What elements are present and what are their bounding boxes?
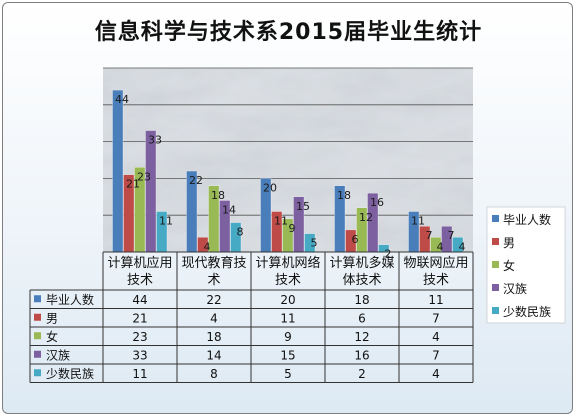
table-row-key — [34, 295, 41, 303]
table-row-label: 毕业人数 — [46, 292, 94, 307]
data-label: 20 — [263, 181, 277, 194]
table-cell: 11 — [132, 367, 147, 381]
table-cell: 9 — [284, 330, 292, 344]
data-label: 9 — [289, 222, 296, 235]
data-label: 12 — [359, 211, 373, 224]
bar — [112, 89, 124, 253]
table-row-label: 男 — [46, 311, 58, 325]
table-header-label: 技术 — [275, 273, 301, 288]
data-label: 23 — [137, 170, 151, 183]
table-cell: 14 — [206, 348, 221, 362]
table-cell: 7 — [432, 311, 440, 325]
legend-entry: 汉族 — [503, 282, 527, 296]
data-label: 33 — [148, 134, 162, 147]
legend-key — [492, 307, 499, 314]
table-row-label: 少数民族 — [46, 366, 94, 381]
data-label: 4 — [437, 240, 444, 253]
table-row-label: 汉族 — [46, 348, 70, 362]
table-row-key — [34, 313, 41, 321]
table-header-label: 技术 — [127, 273, 153, 288]
table-cell: 18 — [354, 293, 369, 307]
table-header-label: 现代教育技 — [181, 255, 246, 271]
table-cell: 4 — [432, 330, 440, 344]
table-cell: 2 — [358, 367, 366, 381]
legend-entry: 毕业人数 — [503, 212, 551, 227]
data-label: 14 — [222, 203, 236, 216]
legend-key — [492, 238, 499, 245]
table-header-label: 计算机多媒 — [329, 255, 394, 271]
table-cell: 21 — [132, 311, 147, 325]
table-cell: 18 — [206, 330, 221, 344]
table-cell: 22 — [206, 293, 221, 307]
table-header-label: 计算机应用 — [107, 255, 172, 271]
data-label: 21 — [126, 178, 140, 191]
table-cell: 33 — [132, 348, 147, 362]
data-label: 11 — [411, 215, 425, 228]
legend-key — [492, 215, 499, 222]
data-label: 18 — [337, 189, 351, 202]
data-label: 2 — [385, 248, 392, 261]
table-header-label: 物联网应用 — [403, 255, 468, 271]
data-label: 44 — [115, 93, 129, 106]
data-label: 7 — [426, 229, 433, 242]
table-cell: 6 — [358, 311, 366, 325]
data-label: 7 — [448, 229, 455, 242]
data-label: 11 — [159, 215, 173, 228]
table-cell: 12 — [354, 330, 369, 344]
table-cell: 7 — [432, 348, 440, 362]
table-header-label: 术 — [207, 273, 220, 288]
data-label: 16 — [370, 196, 384, 209]
table-cell: 16 — [354, 348, 369, 362]
table-cell: 4 — [432, 367, 440, 381]
table-row-key — [34, 332, 41, 340]
table-cell: 23 — [132, 330, 147, 344]
data-label: 11 — [274, 215, 288, 228]
table-row-key — [34, 350, 41, 358]
data-label: 5 — [311, 237, 318, 250]
table-cell: 5 — [284, 367, 292, 381]
table-cell: 20 — [280, 293, 295, 307]
legend-entry: 少数民族 — [503, 304, 551, 319]
data-label: 8 — [237, 226, 244, 239]
data-label: 15 — [296, 200, 310, 213]
data-label: 4 — [459, 240, 466, 253]
bar — [145, 130, 157, 253]
data-label: 4 — [204, 240, 211, 253]
table-header-label: 技术 — [423, 273, 449, 288]
legend-entry: 男 — [503, 236, 515, 250]
table-row-key — [34, 369, 41, 377]
data-label: 18 — [211, 189, 225, 202]
table-cell: 44 — [132, 293, 147, 307]
legend-key — [492, 284, 499, 291]
data-label: 6 — [352, 233, 359, 246]
table-cell: 11 — [428, 293, 443, 307]
table-header-label: 体技术 — [342, 273, 381, 288]
chart-title: 信息科学与技术系2015届毕业生统计 — [94, 20, 483, 45]
legend-entry: 女 — [503, 258, 515, 273]
legend-box — [486, 206, 566, 324]
table-header-label: 计算机网络 — [255, 255, 320, 271]
data-label: 22 — [189, 174, 203, 187]
table-cell: 8 — [210, 367, 218, 381]
table-cell: 15 — [280, 348, 295, 362]
table-row-label: 女 — [46, 329, 58, 344]
table-cell: 11 — [280, 311, 295, 325]
legend-key — [492, 261, 499, 268]
table-cell: 4 — [210, 311, 218, 325]
